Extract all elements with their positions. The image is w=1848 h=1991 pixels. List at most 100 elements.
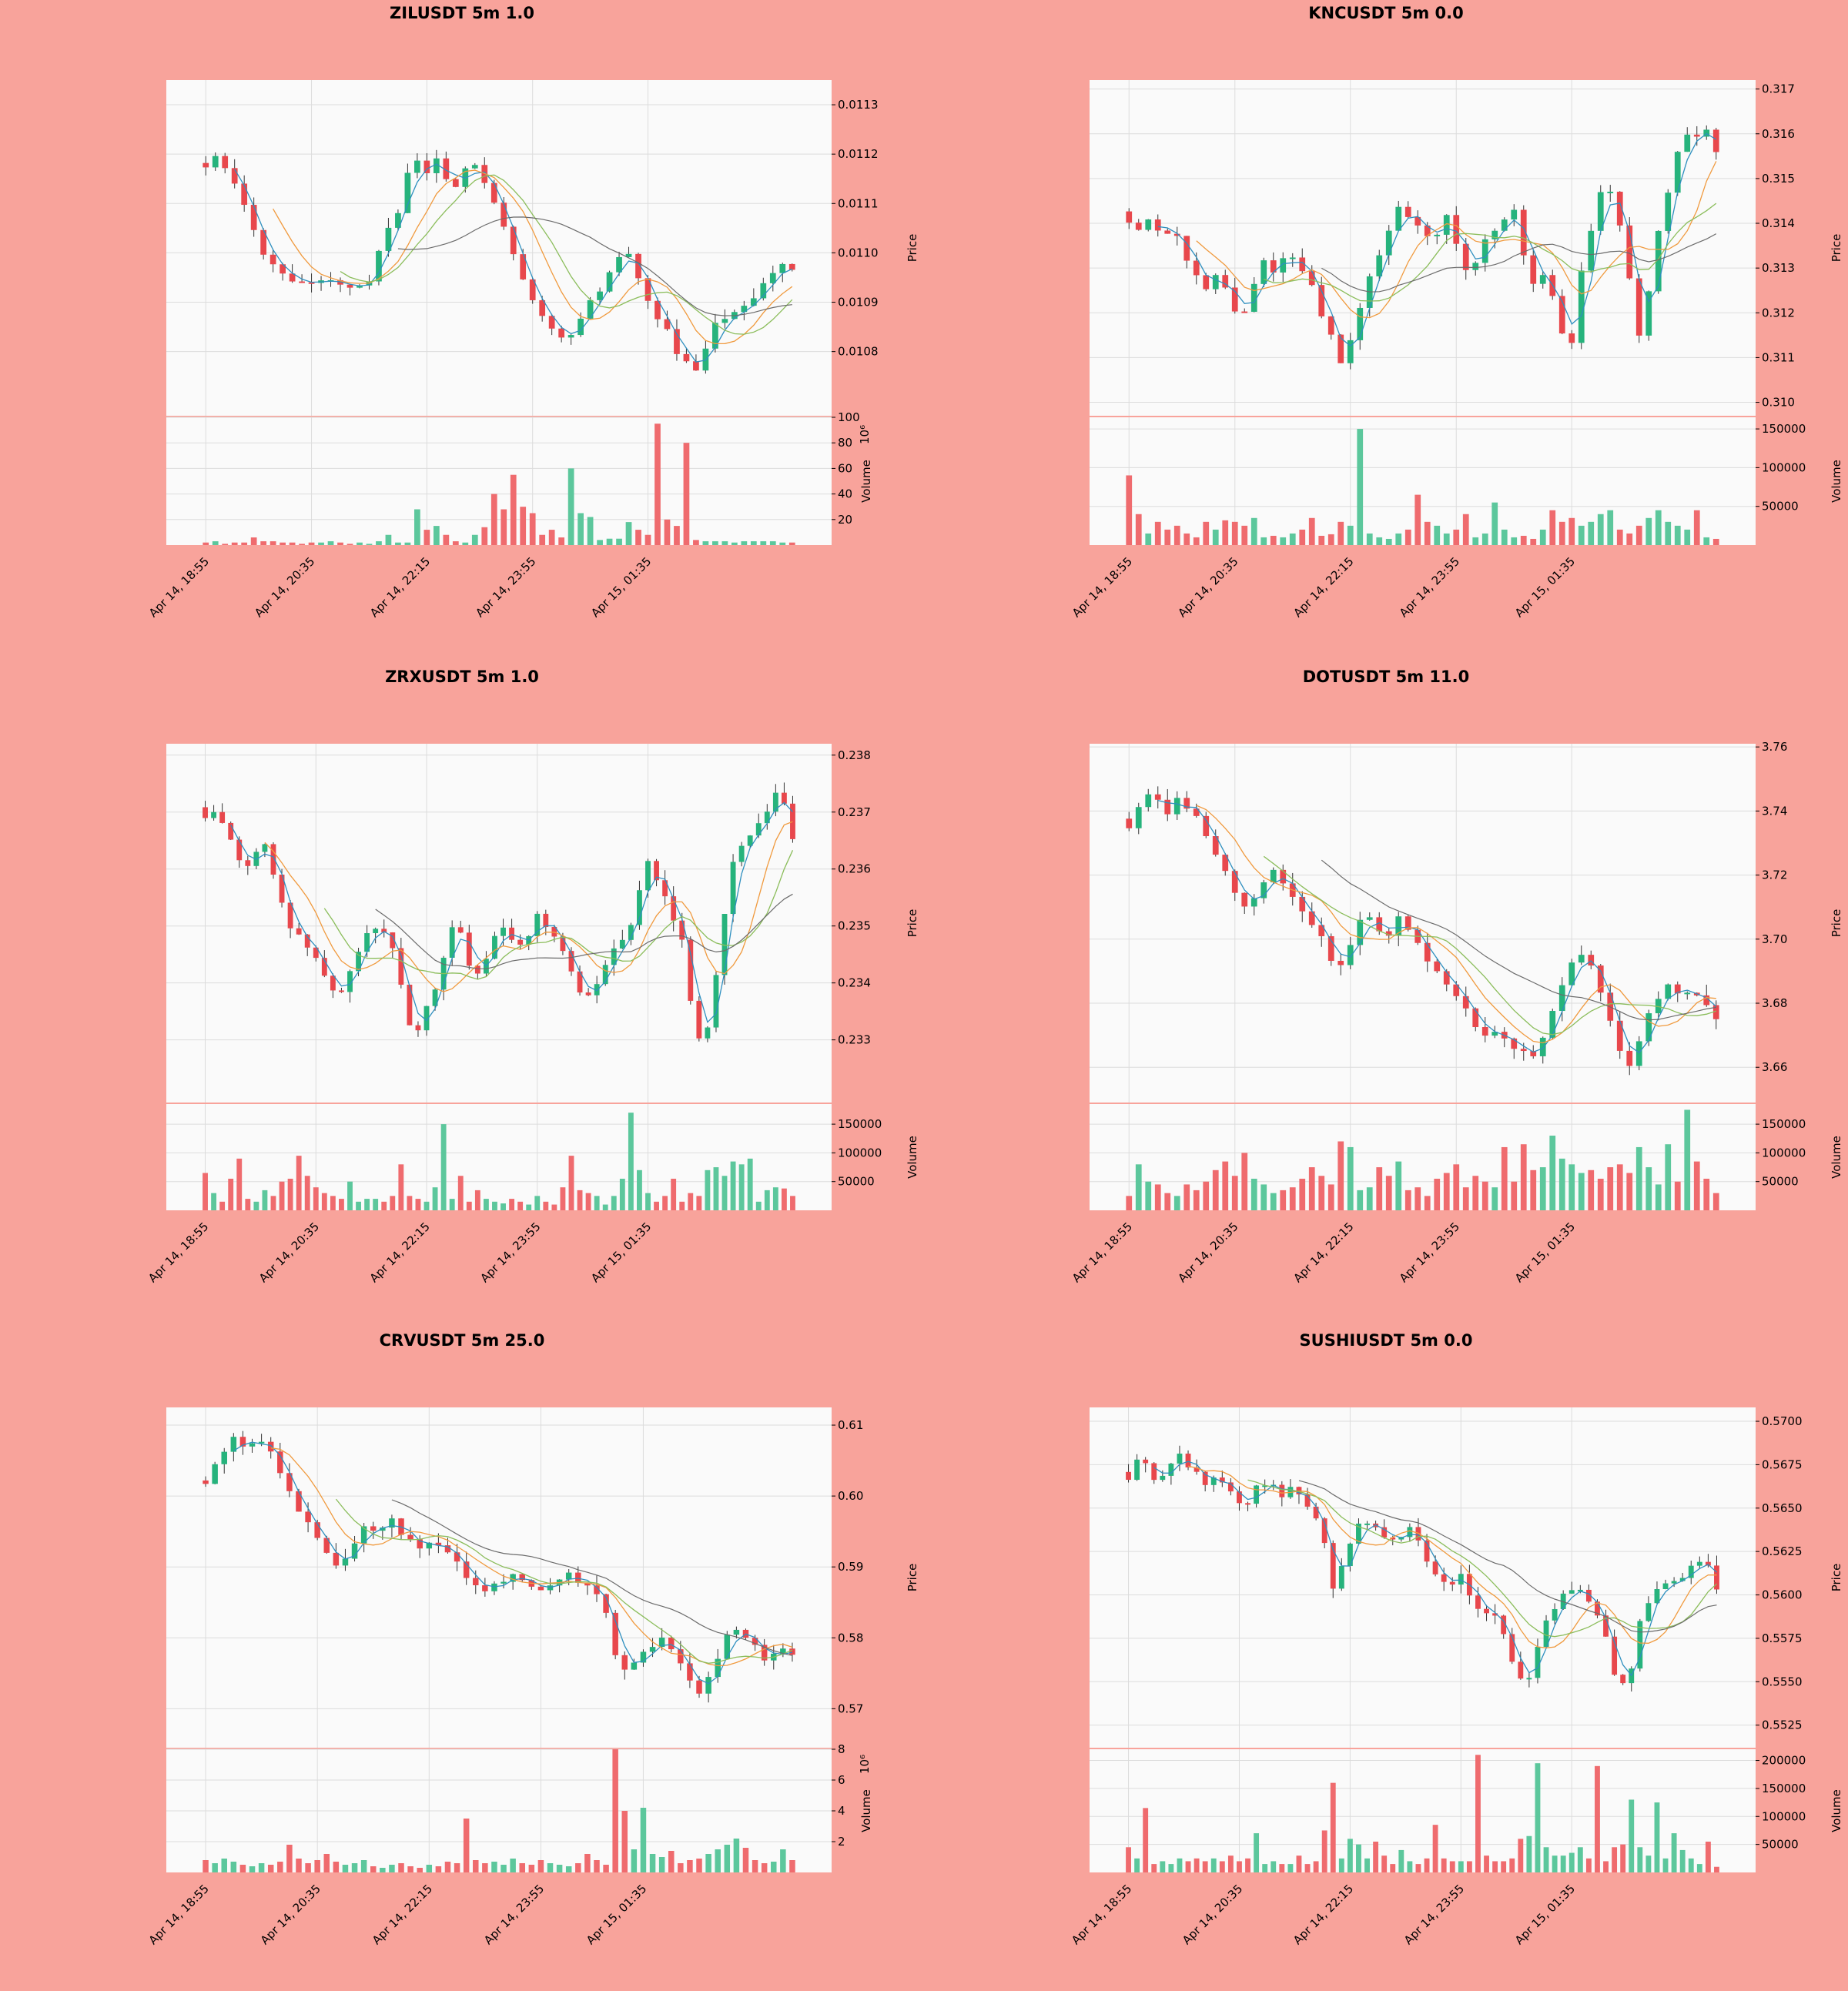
volume-bar bbox=[1472, 537, 1479, 545]
volume-bar bbox=[577, 1190, 583, 1210]
volume-bar bbox=[342, 1865, 349, 1872]
candle-body bbox=[640, 1651, 647, 1663]
volume-bar bbox=[1222, 520, 1229, 545]
candle-body bbox=[779, 263, 786, 273]
candle-body bbox=[219, 811, 226, 823]
ma-line bbox=[1187, 1465, 1717, 1648]
candle-body bbox=[567, 335, 574, 338]
volume-bar bbox=[1558, 521, 1565, 545]
volume-bar bbox=[407, 1866, 413, 1872]
candle-body bbox=[1549, 1011, 1556, 1038]
candle-body bbox=[313, 947, 319, 959]
volume-bar bbox=[1337, 521, 1344, 545]
candle-body bbox=[1313, 1506, 1319, 1519]
volume-tick-label: 50000 bbox=[1762, 1838, 1799, 1852]
candle-body bbox=[1357, 307, 1364, 340]
candle-body bbox=[279, 874, 285, 903]
candle-body bbox=[602, 965, 608, 985]
candle-body bbox=[1404, 206, 1411, 217]
candle-body bbox=[1390, 1537, 1396, 1540]
volume-bar bbox=[398, 1863, 404, 1872]
volume-bar bbox=[296, 1859, 302, 1872]
candle-body bbox=[500, 927, 506, 936]
candle-body bbox=[426, 1542, 433, 1549]
volume-bar bbox=[1518, 1839, 1524, 1872]
ma-line bbox=[391, 1499, 793, 1656]
candle-body bbox=[1654, 1589, 1660, 1604]
ma-line bbox=[397, 216, 792, 316]
volume-bar bbox=[1684, 1109, 1691, 1210]
volume-bar bbox=[1492, 1861, 1498, 1872]
price-panel bbox=[166, 744, 832, 1103]
candle-body bbox=[1183, 798, 1190, 809]
volume-bar bbox=[1385, 1176, 1392, 1210]
candle-body bbox=[1219, 1477, 1225, 1483]
volume-bar bbox=[1143, 1808, 1149, 1872]
volume-bar bbox=[662, 1196, 668, 1210]
volume-bar bbox=[1705, 1842, 1711, 1872]
volume-bar bbox=[1304, 1864, 1311, 1872]
volume-bar bbox=[560, 1187, 566, 1210]
candle-body bbox=[1597, 192, 1604, 231]
x-tick-label: Apr 15, 01:35 bbox=[584, 1882, 649, 1947]
volume-bar bbox=[250, 537, 257, 545]
candle-body bbox=[1407, 1527, 1413, 1538]
volume-bar bbox=[308, 542, 315, 545]
candle-body bbox=[1637, 1621, 1643, 1669]
candle-body bbox=[1308, 271, 1315, 286]
candle-body bbox=[1626, 225, 1633, 279]
volume-bar bbox=[314, 1860, 320, 1872]
candle-body bbox=[721, 914, 728, 975]
volume-bar bbox=[1210, 1858, 1217, 1872]
candle-body bbox=[1688, 1565, 1694, 1578]
candle-body bbox=[1212, 836, 1219, 855]
volume-bar bbox=[424, 1201, 430, 1210]
candle-body bbox=[1327, 316, 1334, 335]
volume-bar bbox=[1289, 533, 1296, 545]
candle-body bbox=[1434, 961, 1441, 972]
volume-bar bbox=[1414, 1187, 1421, 1210]
volume-bar bbox=[417, 1868, 423, 1872]
volume-bar bbox=[1635, 1146, 1642, 1210]
candle-body bbox=[565, 1572, 572, 1580]
volume-bar bbox=[752, 1860, 758, 1872]
candle-body bbox=[1449, 1581, 1455, 1585]
candle-body bbox=[1674, 984, 1681, 994]
price-tick-label: 0.5700 bbox=[1762, 1414, 1803, 1428]
candle-body bbox=[415, 1025, 421, 1031]
volume-bar bbox=[1347, 1146, 1354, 1210]
volume-bar bbox=[1684, 529, 1691, 545]
candle-body bbox=[678, 1649, 684, 1664]
volume-bar bbox=[1366, 1187, 1373, 1210]
volume-bar bbox=[500, 509, 507, 545]
candle-body bbox=[1585, 1589, 1592, 1602]
candle-body bbox=[738, 845, 745, 862]
candle-body bbox=[1299, 257, 1306, 272]
ma-line bbox=[1196, 161, 1717, 319]
candle-body bbox=[1588, 955, 1595, 966]
volume-bar bbox=[356, 1201, 361, 1210]
volume-bar bbox=[1126, 1847, 1131, 1872]
candle-body bbox=[1262, 1485, 1268, 1487]
volume-bar bbox=[1193, 537, 1200, 545]
volume-bar bbox=[1603, 1861, 1609, 1872]
volume-bar bbox=[621, 1811, 628, 1872]
volume-bar bbox=[260, 541, 267, 545]
candle-body bbox=[466, 932, 472, 966]
volume-bar bbox=[440, 1124, 447, 1210]
candle-body bbox=[575, 1572, 581, 1583]
candle-body bbox=[270, 254, 276, 265]
volume-bar bbox=[351, 1863, 358, 1872]
candle-body bbox=[631, 1662, 638, 1670]
candle-body bbox=[457, 927, 464, 933]
volume-bar bbox=[1203, 521, 1210, 545]
volume-bar bbox=[1607, 510, 1614, 545]
volume-bar bbox=[1212, 529, 1219, 545]
price-tick-label: 3.66 bbox=[1762, 1060, 1787, 1074]
volume-bar bbox=[1260, 1184, 1267, 1210]
candle-body bbox=[1607, 192, 1614, 194]
candle-body bbox=[1535, 1646, 1541, 1678]
candle-body bbox=[1194, 1467, 1200, 1472]
candle-body bbox=[1338, 1566, 1344, 1589]
candle-body bbox=[1577, 1589, 1583, 1591]
